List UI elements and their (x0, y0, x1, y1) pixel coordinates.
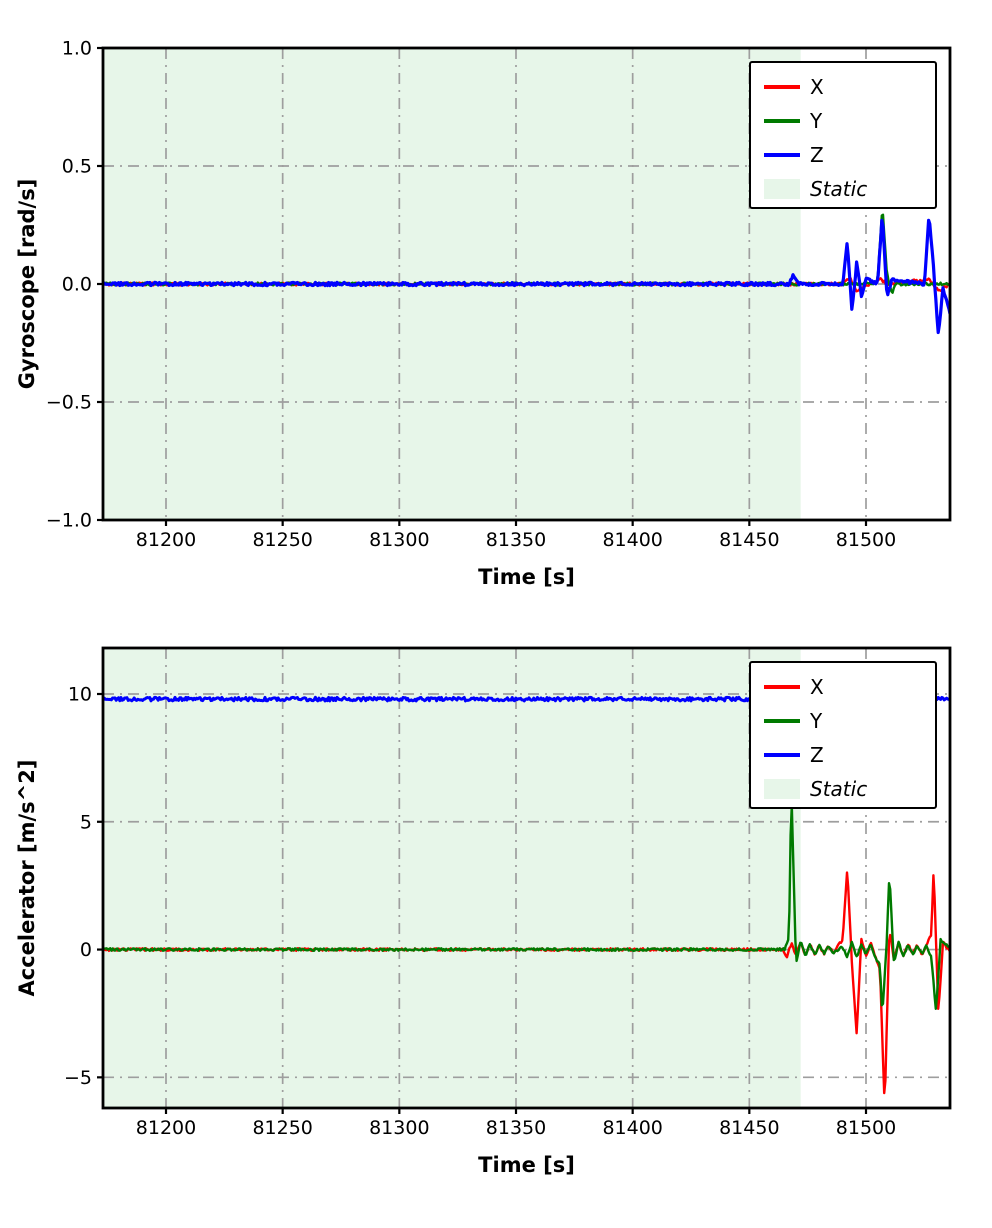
x-axis-label: Time [s] (478, 565, 575, 589)
x-tick-label: 81500 (836, 529, 896, 551)
legend-label-static: Static (810, 777, 867, 801)
y-tick-label: 0.5 (62, 156, 92, 178)
tick-marks (97, 46, 868, 526)
y-tick-label: −1.0 (46, 510, 92, 532)
x-tick-label: 81450 (719, 529, 779, 551)
x-tick-label: 81350 (486, 529, 546, 551)
legend-box (749, 661, 937, 809)
accelerator-chart: 81200 81250 81300 81350 81400 81450 81500 −5 0 5 1… (15, 646, 952, 1177)
y-tick-label: 10 (68, 684, 92, 706)
legend-label-x: X (810, 75, 824, 99)
legend-patch-static (764, 779, 800, 799)
legend: XYZ Static (749, 661, 937, 809)
legend-label-x: X (810, 675, 824, 699)
x-tick-label: 81250 (252, 529, 312, 551)
y-tick-label: −5 (64, 1067, 92, 1089)
series-y (103, 804, 950, 1010)
y-tick-label: 0.0 (62, 274, 92, 296)
x-tick-label: 81300 (369, 529, 429, 551)
x-tick-label: 81350 (486, 1117, 546, 1139)
legend-label-z: Z (810, 143, 824, 167)
tick-marks (97, 692, 868, 1114)
legend-label-y: Y (809, 109, 823, 133)
x-tick-label: 81300 (369, 1117, 429, 1139)
static-region (103, 648, 801, 1108)
y-tick-label: 5 (80, 811, 92, 833)
series-z (103, 218, 950, 335)
legend-label-static: Static (810, 177, 867, 201)
y-axis-label: Gyroscope [rad/s] (15, 179, 39, 390)
x-tick-label: 81450 (719, 1117, 779, 1139)
y-tick-label: 1.0 (62, 38, 92, 60)
x-axis-label: Time [s] (478, 1153, 575, 1177)
legend-label-y: Y (809, 709, 823, 733)
y-axis-label: Accelerator [m/s^2] (15, 760, 39, 997)
y-tick-label: −0.5 (46, 392, 92, 414)
legend-box (749, 61, 937, 209)
axes-frame (101, 646, 952, 1110)
legend-label-z: Z (810, 743, 824, 767)
x-tick-label: 81500 (836, 1117, 896, 1139)
x-tick-label: 81400 (602, 1117, 662, 1139)
gyroscope-chart: 81200 81250 81300 81350 81400 81450 81500 −1.0 −… (15, 38, 952, 589)
x-tick-label: 81200 (136, 1117, 196, 1139)
legend: XYZ Static (749, 61, 937, 209)
legend-patch-static (764, 179, 800, 199)
x-tick-label: 81250 (252, 1117, 312, 1139)
x-tick-label: 81400 (602, 529, 662, 551)
y-tick-label: 0 (80, 939, 92, 961)
x-tick-label: 81200 (136, 529, 196, 551)
